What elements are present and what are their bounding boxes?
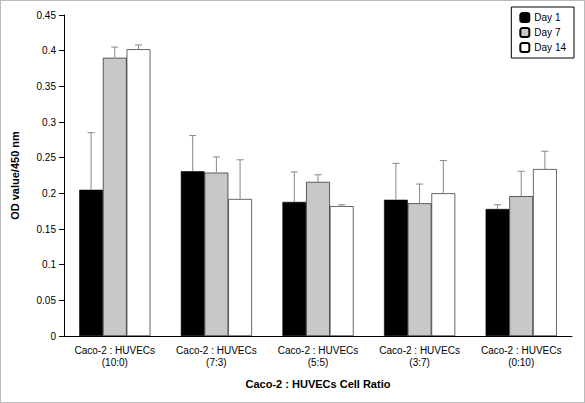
svg-text:Caco-2 : HUVECs: Caco-2 : HUVECs (379, 345, 460, 356)
svg-text:Caco-2 : HUVECs: Caco-2 : HUVECs (75, 345, 156, 356)
svg-text:Caco-2 : HUVECs: Caco-2 : HUVECs (176, 345, 257, 356)
svg-text:Caco-2 : HUVECs: Caco-2 : HUVECs (481, 345, 562, 356)
svg-text:0.45: 0.45 (37, 10, 57, 21)
svg-text:(0:10): (0:10) (508, 357, 534, 368)
svg-text:Caco-2 : HUVECs Cell Ratio: Caco-2 : HUVECs Cell Ratio (246, 378, 391, 390)
svg-text:0.05: 0.05 (37, 295, 57, 306)
svg-text:(3:7): (3:7) (409, 357, 430, 368)
svg-text:0.2: 0.2 (42, 188, 56, 199)
svg-text:(10:0): (10:0) (102, 357, 128, 368)
svg-text:Day 7: Day 7 (534, 27, 561, 38)
svg-text:0.35: 0.35 (37, 81, 57, 92)
svg-text:0.25: 0.25 (37, 152, 57, 163)
svg-text:0.3: 0.3 (42, 117, 56, 128)
svg-text:(5:5): (5:5) (308, 357, 329, 368)
svg-text:Day 14: Day 14 (534, 42, 566, 53)
svg-text:0.15: 0.15 (37, 224, 57, 235)
svg-text:0: 0 (50, 331, 56, 342)
svg-text:0.1: 0.1 (42, 259, 56, 270)
svg-text:Day 1: Day 1 (534, 12, 561, 23)
svg-text:OD value/450 nm: OD value/450 nm (9, 131, 21, 220)
svg-text:0.4: 0.4 (42, 45, 56, 56)
svg-text:Caco-2 : HUVECs: Caco-2 : HUVECs (278, 345, 359, 356)
svg-text:(7:3): (7:3) (206, 357, 227, 368)
